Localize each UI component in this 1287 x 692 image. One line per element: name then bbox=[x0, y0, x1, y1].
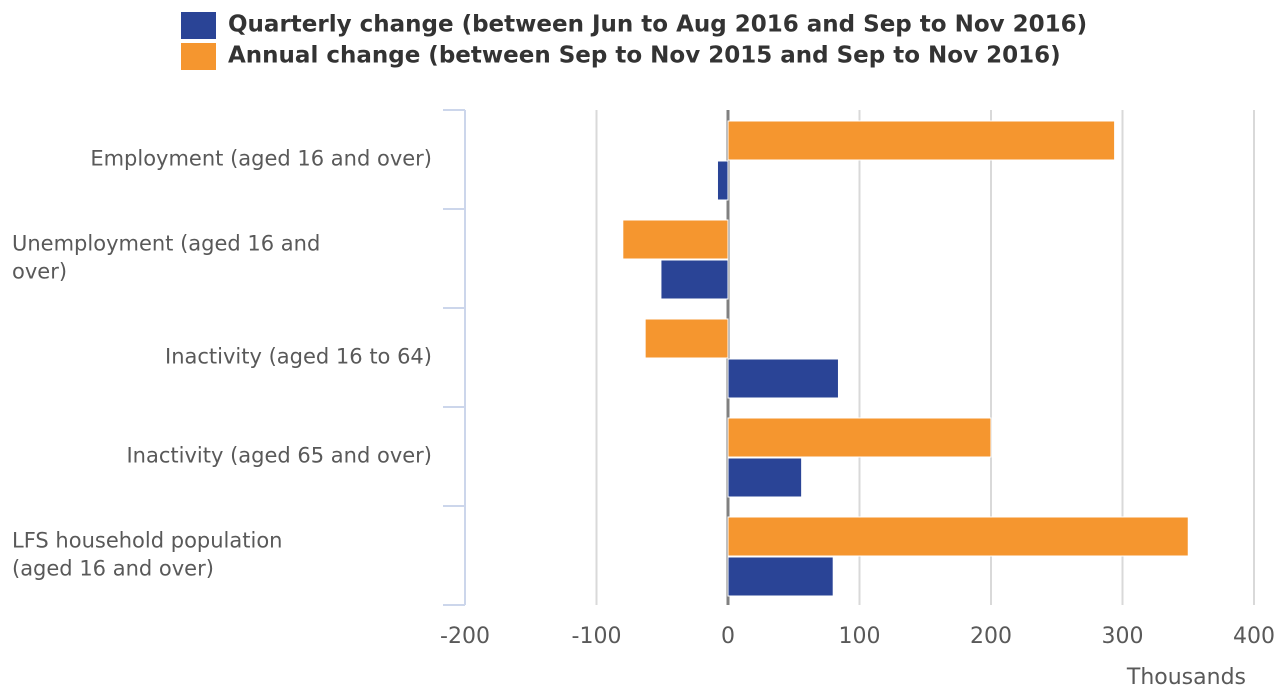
bar bbox=[716, 160, 729, 201]
legend-label: Quarterly change (between Jun to Aug 201… bbox=[228, 12, 1087, 38]
y-tick-label: LFS household population (aged 16 and ov… bbox=[12, 529, 289, 581]
legend-swatch bbox=[181, 43, 216, 70]
bar bbox=[727, 516, 1189, 557]
x-tick-label: 0 bbox=[721, 624, 735, 649]
x-tick-label: 300 bbox=[1102, 624, 1144, 649]
y-tick-label: Inactivity (aged 16 to 64) bbox=[165, 345, 432, 369]
x-tick-label: 400 bbox=[1233, 624, 1275, 649]
x-tick-label: 200 bbox=[970, 624, 1012, 649]
y-tick-label: Inactivity (aged 65 and over) bbox=[126, 444, 432, 468]
label-line: LFS household population bbox=[12, 529, 289, 553]
x-axis-label: Thousands bbox=[1126, 665, 1246, 690]
label-line: (aged 16 and over) bbox=[12, 557, 214, 581]
x-tick-label: -100 bbox=[572, 624, 622, 649]
legend-swatch bbox=[181, 12, 216, 39]
bar bbox=[727, 457, 803, 498]
y-tick-label: Employment (aged 16 and over) bbox=[90, 147, 432, 171]
bar bbox=[622, 219, 729, 260]
label-line: over) bbox=[12, 260, 67, 284]
bar bbox=[727, 556, 834, 597]
y-tick-label: Unemployment (aged 16 and over) bbox=[12, 232, 327, 284]
bar bbox=[727, 120, 1116, 161]
legend-label: Annual change (between Sep to Nov 2015 a… bbox=[228, 43, 1061, 69]
bar bbox=[727, 417, 992, 458]
label-line: Unemployment (aged 16 and bbox=[12, 232, 327, 256]
x-tick-label: 100 bbox=[839, 624, 881, 649]
bar bbox=[727, 358, 839, 399]
bar bbox=[644, 318, 729, 359]
x-tick-label: -200 bbox=[440, 624, 490, 649]
bar bbox=[660, 259, 729, 300]
